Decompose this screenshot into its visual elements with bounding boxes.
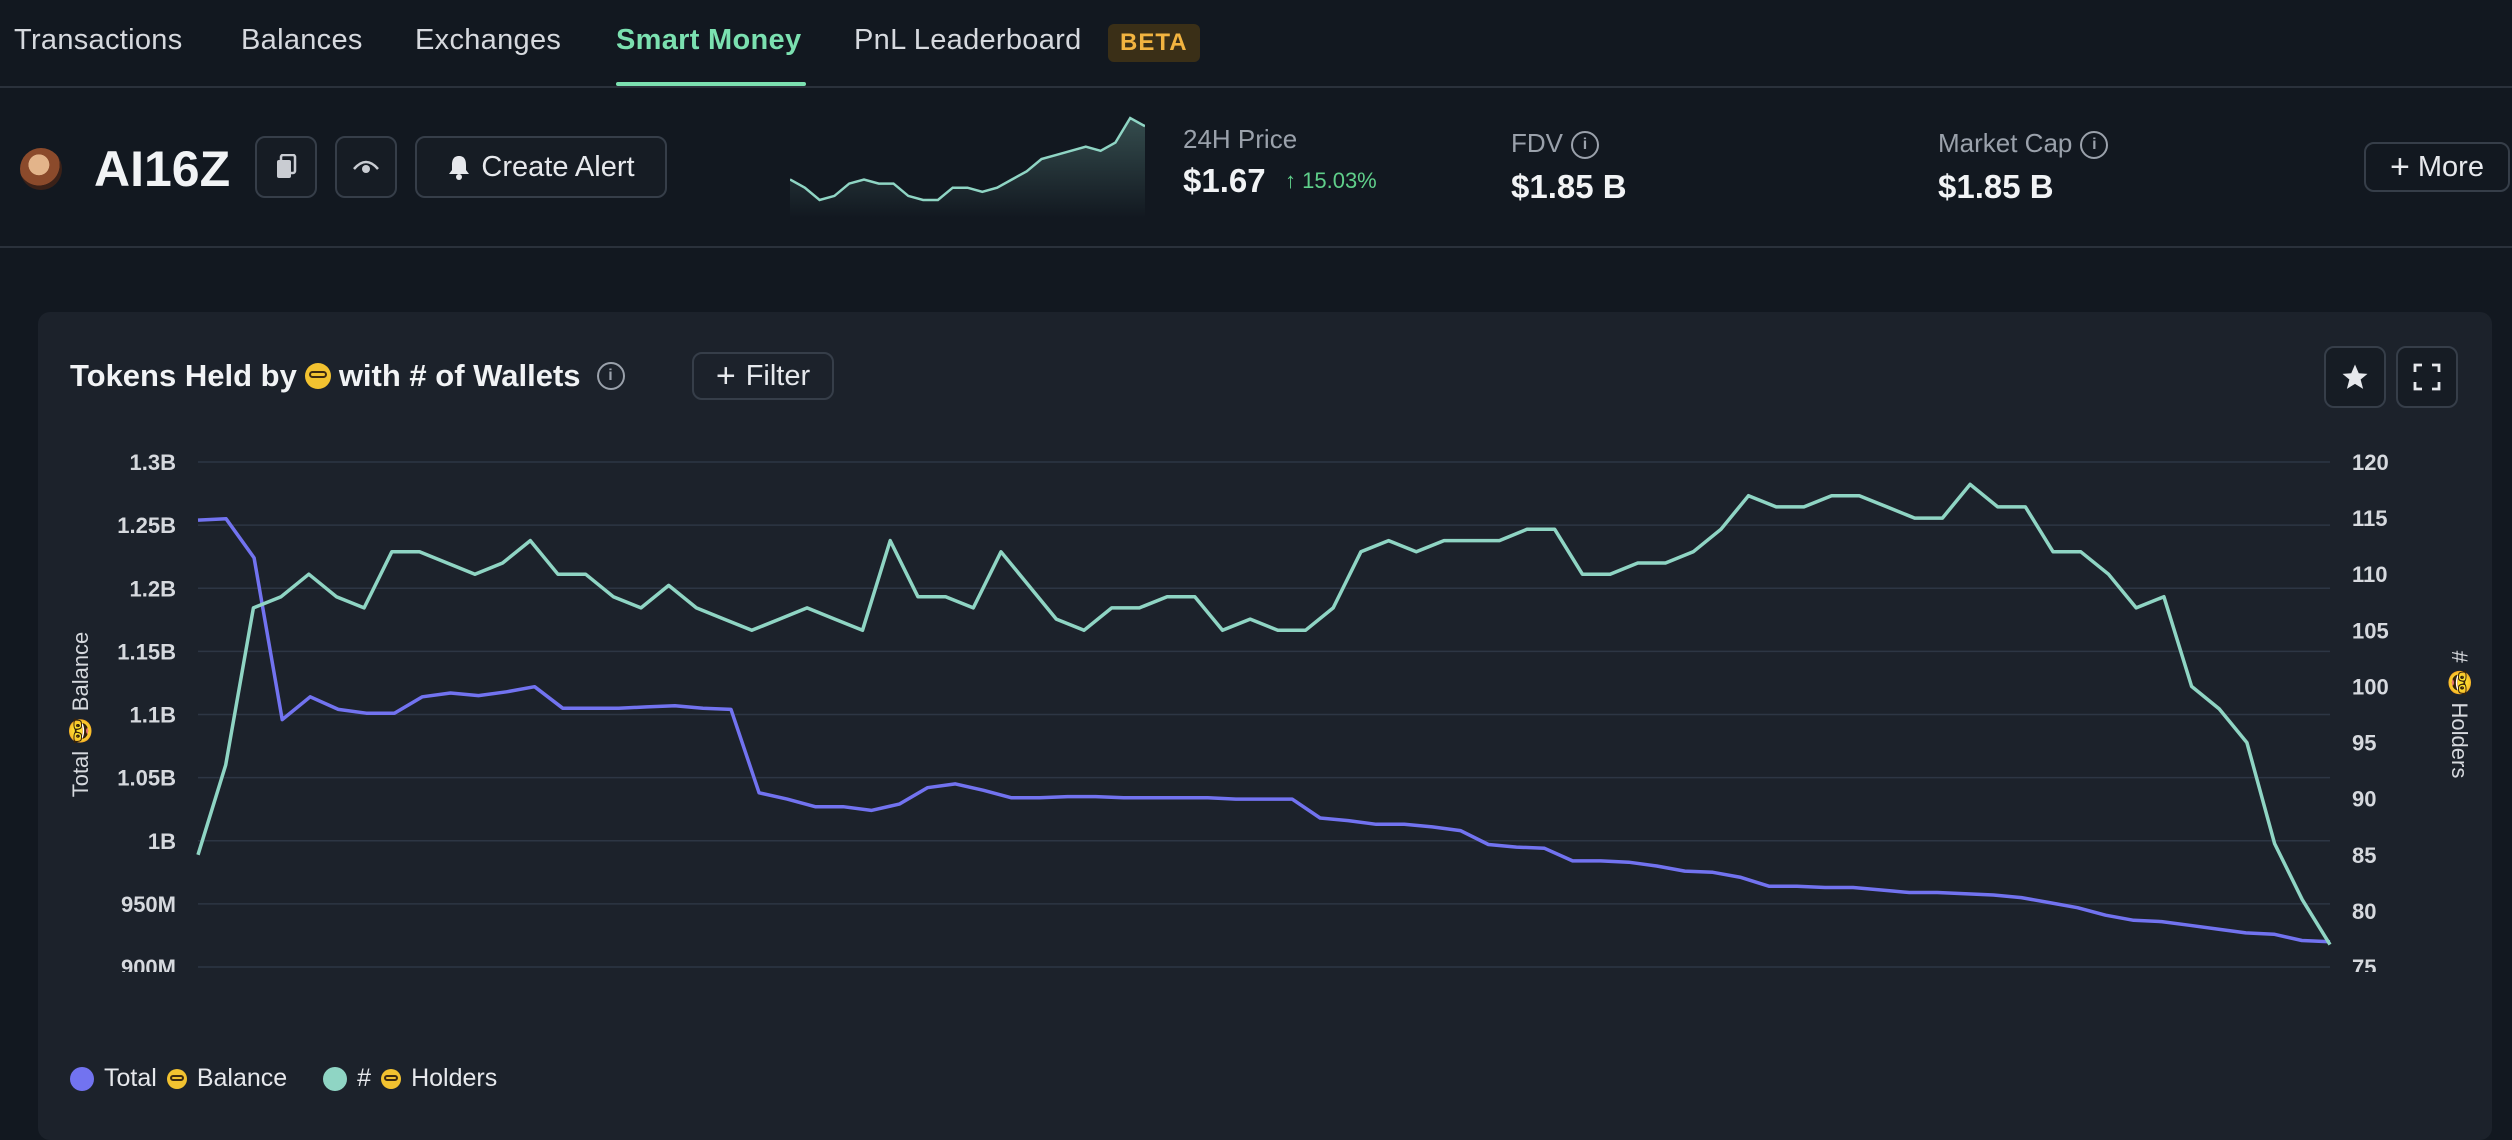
copy-button[interactable] bbox=[255, 136, 317, 198]
price-label: 24H Price bbox=[1183, 124, 1298, 154]
info-icon[interactable]: i bbox=[2080, 131, 2109, 160]
y-left-tick-label: 1.25B bbox=[117, 513, 176, 538]
copy-icon bbox=[277, 154, 297, 178]
y-right-tick-label: 80 bbox=[2352, 899, 2376, 924]
nerd-emoji-icon bbox=[166, 1068, 187, 1089]
price-change-value: 15.03% bbox=[1302, 168, 1377, 193]
market-cap-value: $1.85 B bbox=[1938, 168, 2054, 205]
tab-smart-money[interactable]: Smart Money bbox=[616, 24, 802, 56]
sparkline-area bbox=[790, 118, 1145, 218]
y-left-tick-label: 1.1B bbox=[130, 703, 176, 728]
favorite-button[interactable] bbox=[2324, 346, 2386, 408]
y-left-axis-title: Total 🤓 Balance bbox=[68, 632, 93, 798]
tab-balances[interactable]: Balances bbox=[241, 24, 363, 56]
fullscreen-icon bbox=[2413, 363, 2441, 391]
y-left-tick-label: 1.2B bbox=[130, 576, 176, 601]
arrow-up-icon: ↑ bbox=[1285, 168, 1303, 193]
legend-dot-balance bbox=[70, 1066, 94, 1091]
y-left-tick-label: 1.15B bbox=[117, 639, 176, 664]
chart-card: Tokens Held by with # of Wallets i + Fil… bbox=[38, 312, 2492, 1140]
legend-item-holders[interactable]: # Holders bbox=[323, 1064, 497, 1093]
y-right-tick-label: 95 bbox=[2352, 731, 2376, 756]
y-right-tick-label: 120 bbox=[2352, 452, 2389, 475]
tab-transactions[interactable]: Transactions bbox=[14, 24, 183, 56]
market-cap-label: Market Cap i bbox=[1938, 128, 2109, 160]
y-right-axis-title: # 🤓 Holders bbox=[2447, 651, 2472, 779]
watch-button[interactable] bbox=[335, 136, 397, 198]
y-right-tick-label: 110 bbox=[2352, 562, 2388, 587]
series-line-holders bbox=[196, 482, 2332, 946]
token-header: AI16Z Create Alert 24H Price $1.67 ↑ 15. bbox=[0, 88, 2512, 248]
price-sparkline bbox=[790, 116, 1145, 218]
plus-icon: + bbox=[715, 357, 736, 395]
price-value: $1.67 bbox=[1183, 162, 1266, 199]
plus-icon: + bbox=[2390, 148, 2410, 186]
info-icon[interactable]: i bbox=[596, 362, 625, 390]
info-icon[interactable]: i bbox=[1571, 131, 1599, 160]
y-left-tick-label: 1B bbox=[148, 829, 176, 854]
y-left-tick-label: 900M bbox=[121, 955, 176, 972]
top-nav: Transactions Balances Exchanges Smart Mo… bbox=[0, 0, 2512, 88]
sparkline-line bbox=[790, 116, 1145, 202]
y-right-tick-label: 90 bbox=[2352, 787, 2376, 812]
line-chart: 900M 950M 1B 1.05B 1.1B 1.15B 1.2B 1.25B 1.3B 75 8… bbox=[68, 452, 2472, 972]
chart-title-prefix: Tokens Held by bbox=[70, 358, 297, 393]
token-name: AI16Z bbox=[94, 141, 231, 197]
fdv-label-text: FDV bbox=[1511, 128, 1563, 158]
chart-title-suffix: with # of Wallets bbox=[338, 358, 581, 393]
nerd-emoji-icon bbox=[381, 1068, 402, 1089]
legend-label-holders-prefix: # bbox=[357, 1064, 372, 1092]
nerd-emoji-icon bbox=[304, 363, 331, 389]
y-left-tick-label: 1.3B bbox=[130, 452, 176, 475]
y-left-tick-label: 1.05B bbox=[117, 766, 176, 791]
more-label: More bbox=[2417, 150, 2484, 183]
price-change: ↑ 15.03% bbox=[1285, 168, 1377, 194]
token-avatar bbox=[20, 148, 62, 190]
legend-item-balance[interactable]: Total Balance bbox=[70, 1064, 287, 1093]
create-alert-button[interactable]: Create Alert bbox=[415, 136, 667, 198]
eye-icon bbox=[353, 160, 379, 173]
series-line-total-balance bbox=[197, 517, 2331, 944]
more-button[interactable]: + More bbox=[2364, 142, 2510, 192]
y-right-tick-label: 85 bbox=[2352, 843, 2376, 868]
y-right-tick-label: 115 bbox=[2352, 506, 2388, 531]
legend-label-balance-prefix: Total bbox=[104, 1064, 157, 1092]
star-icon bbox=[2342, 364, 2368, 389]
legend-label-balance-suffix: Balance bbox=[196, 1064, 288, 1092]
y-left-tick-label: 950M bbox=[121, 892, 176, 917]
chart-title: Tokens Held by with # of Wallets i bbox=[70, 358, 625, 394]
legend-dot-holders bbox=[323, 1066, 348, 1091]
tab-exchanges[interactable]: Exchanges bbox=[415, 24, 562, 56]
y-right-tick-label: 105 bbox=[2352, 618, 2389, 643]
market-cap-label-text: Market Cap bbox=[1938, 128, 2073, 158]
active-tab-indicator bbox=[616, 82, 806, 86]
y-right-tick-label: 75 bbox=[2352, 955, 2376, 972]
filter-label: Filter bbox=[745, 359, 811, 392]
y-right-tick-label: 100 bbox=[2352, 674, 2389, 699]
filter-button[interactable]: + Filter bbox=[692, 352, 834, 400]
create-alert-label: Create Alert bbox=[481, 150, 635, 183]
bell-icon bbox=[449, 156, 470, 180]
beta-badge: BETA bbox=[1108, 24, 1200, 62]
legend-label-holders-suffix: Holders bbox=[411, 1064, 498, 1092]
tab-pnl-leaderboard[interactable]: PnL Leaderboard bbox=[854, 24, 1082, 56]
fdv-label: FDV i bbox=[1511, 128, 1599, 160]
chart-legend: Total Balance # Holders bbox=[70, 1064, 497, 1093]
fdv-value: $1.85 B bbox=[1511, 168, 1627, 205]
fullscreen-button[interactable] bbox=[2396, 346, 2458, 408]
